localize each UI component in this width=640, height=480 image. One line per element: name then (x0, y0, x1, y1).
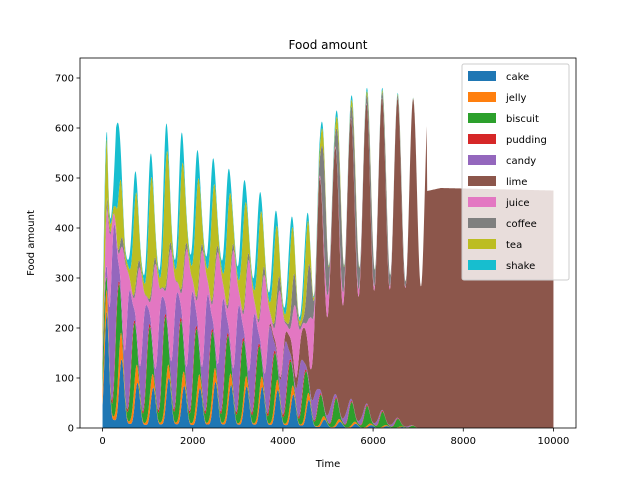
stacked-areas (102, 87, 554, 429)
y-tick-label: 600 (55, 124, 74, 135)
area-biscuit (102, 277, 554, 428)
x-tick-label: 6000 (360, 436, 385, 447)
legend-swatch-candy (468, 155, 496, 165)
legend-swatch-pudding (468, 134, 496, 144)
legend-label-cake: cake (506, 72, 529, 83)
legend-label-biscuit: biscuit (506, 114, 539, 125)
legend-label-lime: lime (506, 177, 527, 188)
y-tick-label: 400 (55, 224, 74, 235)
legend-label-jelly: jelly (505, 93, 526, 104)
legend-swatch-coffee (468, 218, 496, 228)
y-tick-label: 700 (55, 74, 74, 85)
x-tick-label: 4000 (270, 436, 295, 447)
x-axis-label: Time (315, 459, 340, 470)
legend-swatch-shake (468, 260, 496, 270)
x-tick-label: 2000 (180, 436, 205, 447)
legend: cake jelly biscuit pudding candy lime juice cof… (461, 63, 570, 281)
legend-swatch-jelly (468, 92, 496, 102)
legend-label-candy: candy (506, 156, 536, 167)
x-axis-ticks: 0 2000 4000 6000 8000 10000 (99, 428, 569, 447)
legend-label-tea: tea (506, 240, 522, 251)
legend-swatch-tea (468, 239, 496, 249)
area-juice (102, 97, 554, 378)
y-tick-label: 500 (55, 174, 74, 185)
legend-swatch-juice (468, 197, 496, 207)
x-tick-label: 10000 (538, 436, 570, 447)
y-tick-label: 0 (68, 424, 74, 435)
area-cake (102, 311, 554, 428)
legend-swatch-lime (468, 176, 496, 186)
y-tick-label: 100 (55, 374, 74, 385)
area-lime (102, 97, 554, 429)
y-tick-label: 200 (55, 324, 74, 335)
legend-swatch-cake (468, 71, 496, 81)
legend-label-pudding: pudding (506, 135, 547, 146)
x-tick-label: 8000 (451, 436, 476, 447)
axes-frame (79, 57, 577, 429)
y-axis-ticks: 0 100 200 300 400 500 600 700 (55, 74, 80, 435)
y-axis-label: Food amount (26, 210, 37, 276)
legend-label-shake: shake (506, 261, 535, 272)
legend-label-juice: juice (505, 198, 530, 209)
area-candy (102, 224, 554, 428)
chart-title: Food amount (289, 38, 368, 52)
x-tick-label: 0 (99, 436, 105, 447)
legend-label-coffee: coffee (506, 219, 537, 230)
y-tick-label: 300 (55, 274, 74, 285)
legend-swatch-biscuit (468, 113, 496, 123)
